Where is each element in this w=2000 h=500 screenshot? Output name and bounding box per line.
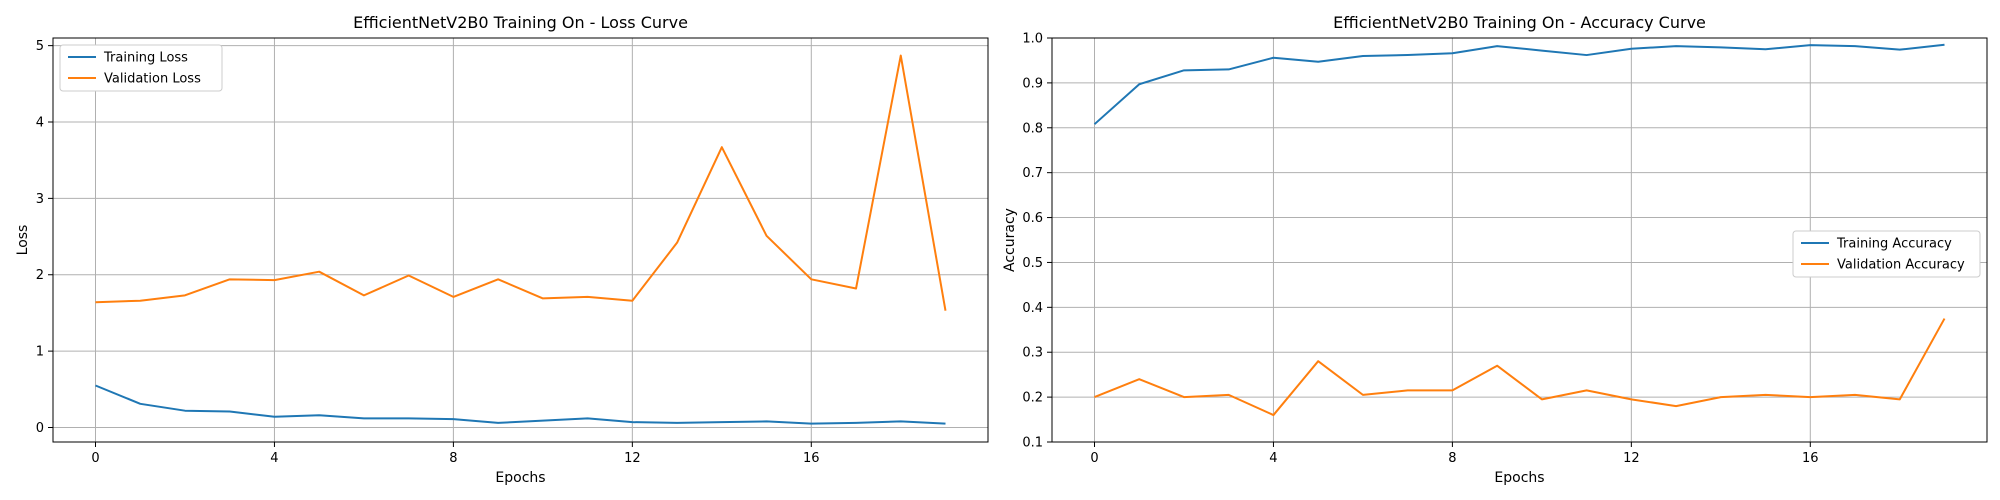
loss-legend-box	[59, 44, 223, 92]
accuracy-y-tick-label: 0.6	[1022, 211, 1043, 226]
accuracy-chart-title: EfficientNetV2B0 Training On - Accuracy …	[1333, 13, 1706, 32]
loss-y-tick-label: 0	[36, 421, 44, 436]
accuracy-legend-box	[1792, 230, 1981, 278]
loss-y-axis-label: Loss	[15, 225, 31, 256]
accuracy-x-axis-label: Epochs	[1494, 470, 1544, 486]
accuracy-y-tick-label: 0.2	[1022, 391, 1043, 406]
loss-axes-frame	[52, 37, 989, 443]
accuracy-x-tick-label: 16	[1802, 451, 1819, 466]
loss-y-tick-label: 1	[36, 345, 44, 360]
accuracy-chart: 0 4 8 12 16 0.1 0.2 0.3 0.4 0.5 0.6 0.7 0.8 0.9 1.0 Ef…	[1002, 13, 1988, 486]
loss-x-axis-label: Epochs	[495, 470, 545, 486]
accuracy-y-tick-label: 1.0	[1022, 32, 1043, 47]
accuracy-y-tick-label: 0.8	[1022, 121, 1043, 136]
accuracy-legend: Training Accuracy Validation Accuracy	[1792, 230, 1981, 278]
accuracy-legend-validation: Validation Accuracy	[1837, 258, 1965, 273]
accuracy-y-tick-label: 0.3	[1022, 346, 1043, 361]
loss-y-tick-label: 3	[36, 192, 44, 207]
accuracy-x-tick-label: 0	[1090, 451, 1098, 466]
accuracy-plot-area: 0 4 8 12 16 0.1 0.2 0.3 0.4 0.5 0.6 0.7 0.8 0.9 1.0	[1022, 32, 1988, 466]
loss-y-tick-label: 4	[36, 116, 44, 131]
loss-x-tick-label: 0	[91, 451, 99, 466]
loss-series-line-validation	[95, 54, 947, 311]
loss-chart-title: EfficientNetV2B0 Training On - Loss Curv…	[353, 13, 688, 32]
loss-y-tick-label: 2	[36, 268, 44, 283]
loss-legend: Training Loss Validation Loss	[59, 44, 223, 92]
accuracy-y-tick-label: 0.7	[1022, 166, 1043, 181]
accuracy-y-tick-label: 0.5	[1022, 256, 1043, 271]
loss-x-tick-label: 8	[449, 451, 457, 466]
accuracy-x-tick-label: 12	[1623, 451, 1640, 466]
loss-x-tick-label: 4	[270, 451, 278, 466]
accuracy-axes-frame	[1051, 37, 1988, 443]
accuracy-y-axis-label: Accuracy	[1002, 208, 1018, 272]
accuracy-series-line-training	[1093, 43, 1945, 125]
accuracy-series-line-validation	[1094, 318, 1946, 417]
loss-x-tick-label: 12	[624, 451, 641, 466]
accuracy-y-tick-label: 0.1	[1022, 436, 1043, 451]
accuracy-y-tick-label: 0.9	[1022, 76, 1043, 91]
accuracy-legend-training: Training Accuracy	[1836, 237, 1952, 252]
accuracy-y-tick-label: 0.4	[1022, 301, 1043, 316]
loss-legend-validation: Validation Loss	[104, 72, 201, 87]
loss-legend-training: Training Loss	[103, 51, 188, 66]
loss-series-line-training	[95, 384, 946, 425]
loss-y-tick-label: 5	[36, 39, 44, 54]
accuracy-x-tick-label: 8	[1448, 451, 1456, 466]
loss-x-tick-label: 16	[803, 451, 820, 466]
accuracy-x-tick-label: 4	[1269, 451, 1277, 466]
